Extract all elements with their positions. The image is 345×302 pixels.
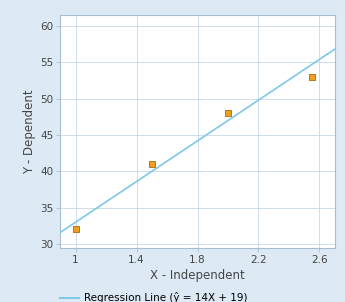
Y-axis label: Y - Dependent: Y - Dependent [23, 89, 36, 174]
X-axis label: X - Independent: X - Independent [150, 269, 245, 282]
Point [225, 111, 231, 116]
Point [309, 75, 315, 79]
Legend: Regression Line (ŷ = 14X + 19): Regression Line (ŷ = 14X + 19) [60, 292, 248, 302]
Point [149, 162, 155, 166]
Point [73, 227, 78, 232]
